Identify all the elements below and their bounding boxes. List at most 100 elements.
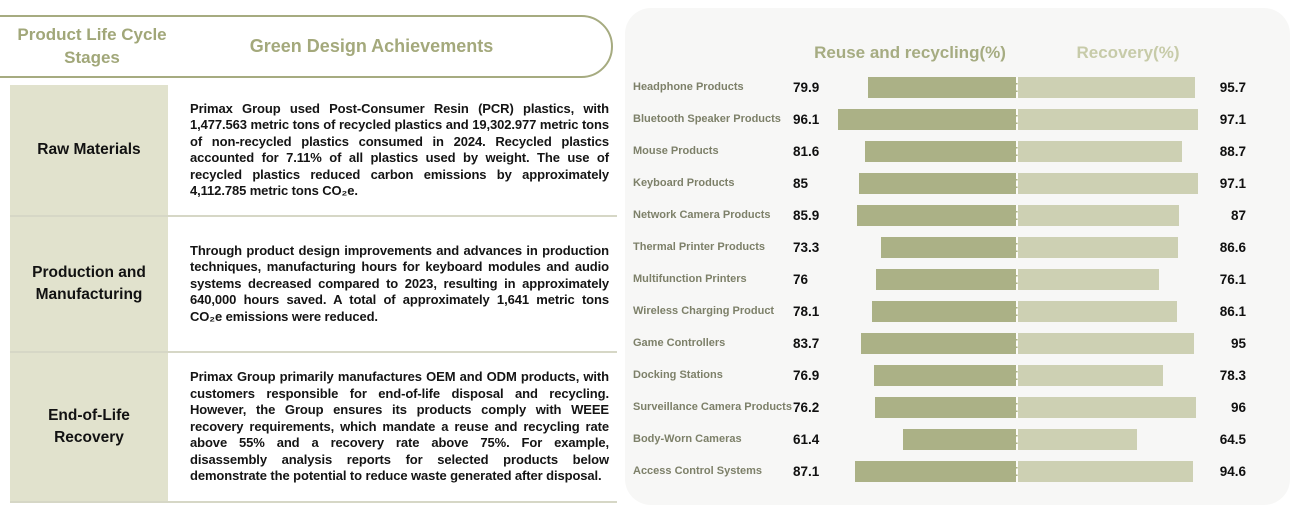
reuse-recycling-bar	[868, 76, 1017, 98]
recovery-bar	[1017, 76, 1195, 98]
chart-category-label: Game Controllers	[633, 337, 726, 349]
recovery-bar	[1017, 236, 1179, 258]
stage-cell-end-of-life-recovery: End-of-Life Recovery	[10, 353, 168, 501]
chart-category-label: Keyboard Products	[633, 177, 735, 189]
reuse-recycling-bar	[861, 332, 1017, 354]
recovery-bar	[1017, 332, 1194, 354]
green-design-table: Product Life Cycle Stages Green Design A…	[0, 0, 617, 514]
bar-area	[837, 236, 1212, 258]
reuse-recycling-value: 76.2	[793, 399, 820, 415]
chart-row: Bluetooth Speaker Products 96.1 97.1	[633, 103, 1290, 135]
chart-row: Headphone Products 79.9 95.7	[633, 71, 1290, 103]
chart-category-label: Headphone Products	[633, 81, 744, 93]
bar-area	[837, 364, 1212, 386]
series-header-recovery: Recovery(%)	[1076, 43, 1180, 62]
recovery-bar	[1017, 300, 1178, 322]
reuse-recycling-bar	[865, 140, 1017, 162]
chart-category-label: Body-Worn Cameras	[633, 433, 742, 445]
table-body: Raw Materials Primax Group used Post-Con…	[10, 85, 617, 503]
achievement-cell: Primax Group primarily manufactures OEM …	[190, 369, 609, 484]
chart-category-label: Bluetooth Speaker Products	[633, 113, 781, 125]
recovery-value: 78.3	[1219, 367, 1246, 383]
bar-area	[837, 332, 1212, 354]
reuse-recycling-bar	[857, 204, 1017, 226]
achievement-cell: Through product design improvements and …	[190, 242, 609, 324]
chart-row: Keyboard Products 85 97.1	[633, 167, 1290, 199]
column-header-achievements: Green Design Achievements	[249, 36, 494, 56]
recovery-bar	[1017, 268, 1159, 290]
reuse-recycling-bar	[902, 428, 1017, 450]
recovery-value: 94.6	[1219, 463, 1246, 479]
bar-area	[837, 428, 1212, 450]
bar-area	[837, 460, 1212, 482]
reuse-recycling-bar	[875, 396, 1017, 418]
center-divider	[1016, 140, 1018, 162]
achievement-cell: Primax Group used Post-Consumer Resin (P…	[190, 100, 609, 199]
reuse-recycling-value: 96.1	[793, 111, 820, 127]
recycling-recovery-chart: Reuse and recycling(%) Recovery(%) Headp…	[625, 8, 1290, 505]
chart-category-label: Access Control Systems	[633, 465, 762, 477]
center-divider	[1016, 172, 1018, 194]
recovery-bar	[1017, 460, 1193, 482]
center-divider	[1016, 236, 1018, 258]
table-header: Product Life Cycle Stages Green Design A…	[0, 15, 613, 78]
chart-row: Docking Stations 76.9 78.3	[633, 359, 1290, 391]
chart-category-label: Mouse Products	[633, 145, 719, 157]
table-row: End-of-Life Recovery Primax Group primar…	[10, 353, 617, 503]
recovery-bar	[1017, 364, 1163, 386]
chart-row: Wireless Charging Product 78.1 86.1	[633, 295, 1290, 327]
center-divider	[1016, 268, 1018, 290]
recovery-value: 86.6	[1219, 239, 1246, 255]
reuse-recycling-value: 76	[793, 271, 809, 287]
bar-area	[837, 172, 1212, 194]
reuse-recycling-value: 87.1	[793, 463, 820, 479]
series-header-reuse-recycling: Reuse and recycling(%)	[814, 43, 1006, 62]
chart-row: Thermal Printer Products 73.3 86.6	[633, 231, 1290, 263]
reuse-recycling-value: 79.9	[793, 79, 820, 95]
reuse-recycling-value: 81.6	[793, 143, 820, 159]
recovery-bar	[1017, 396, 1196, 418]
bar-area	[837, 300, 1212, 322]
bar-area	[837, 108, 1212, 130]
table-row: Production and Manufacturing Through pro…	[10, 217, 617, 353]
chart-row: Body-Worn Cameras 61.4 64.5	[633, 423, 1290, 455]
reuse-recycling-value: 78.1	[793, 303, 820, 319]
chart-category-label: Surveillance Camera Products	[633, 401, 792, 413]
stage-cell-production-manufacturing: Production and Manufacturing	[10, 217, 168, 351]
bar-area	[837, 76, 1212, 98]
reuse-recycling-bar	[875, 268, 1017, 290]
chart-category-label: Multifunction Printers	[633, 273, 747, 285]
recovery-value: 97.1	[1219, 175, 1246, 191]
reuse-recycling-bar	[854, 460, 1017, 482]
center-divider	[1016, 204, 1018, 226]
recovery-bar	[1017, 108, 1198, 130]
chart-row: Access Control Systems 87.1 94.6	[633, 455, 1290, 487]
bar-area	[837, 204, 1212, 226]
recovery-bar	[1017, 140, 1182, 162]
recovery-value: 87	[1230, 207, 1246, 223]
reuse-recycling-value: 83.7	[793, 335, 820, 351]
recovery-value: 95	[1230, 335, 1246, 351]
reuse-recycling-value: 61.4	[793, 431, 820, 447]
bar-area	[837, 268, 1212, 290]
chart-rows: Headphone Products 79.9 95.7 Bluetooth Spea…	[633, 71, 1290, 487]
chart-category-label: Wireless Charging Product	[633, 305, 775, 317]
recovery-bar	[1017, 428, 1137, 450]
center-divider	[1016, 428, 1018, 450]
center-divider	[1016, 76, 1018, 98]
center-divider	[1016, 300, 1018, 322]
chart-row: Multifunction Printers 76 76.1	[633, 263, 1290, 295]
center-divider	[1016, 460, 1018, 482]
table-row: Raw Materials Primax Group used Post-Con…	[10, 85, 617, 217]
recovery-value: 76.1	[1219, 271, 1246, 287]
chart-category-label: Network Camera Products	[633, 209, 771, 221]
stage-cell-raw-materials: Raw Materials	[10, 85, 168, 215]
reuse-recycling-value: 73.3	[793, 239, 820, 255]
reuse-recycling-value: 85	[793, 175, 809, 191]
recovery-value: 88.7	[1219, 143, 1246, 159]
recovery-value: 86.1	[1219, 303, 1246, 319]
center-divider	[1016, 396, 1018, 418]
reuse-recycling-bar	[871, 300, 1017, 322]
column-header-stages: Product Life Cycle Stages	[17, 25, 167, 67]
center-divider	[1016, 332, 1018, 354]
